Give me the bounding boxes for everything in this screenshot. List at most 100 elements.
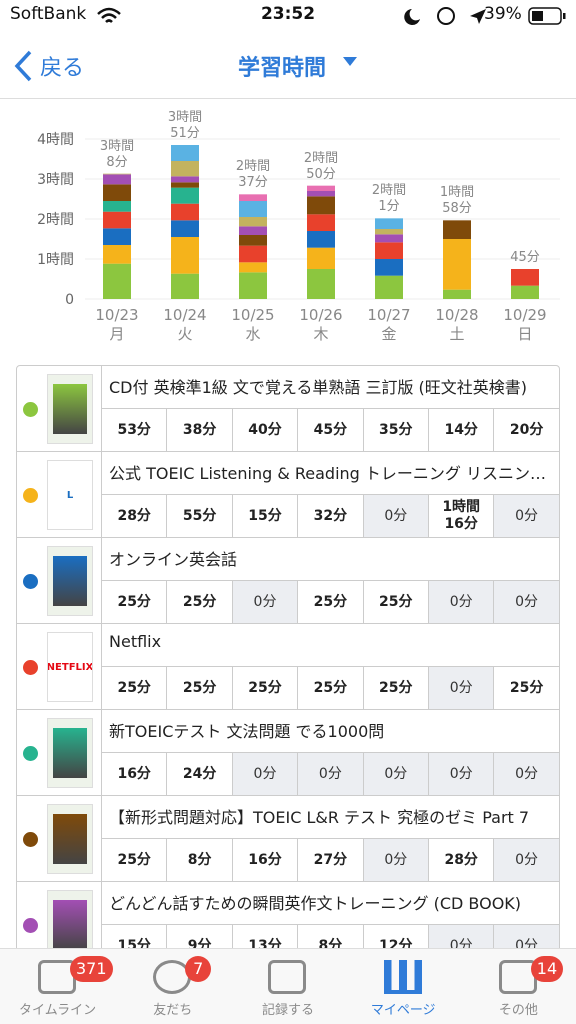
minutes-cell: 0分 bbox=[231, 580, 298, 623]
bar-segment bbox=[239, 194, 267, 201]
minutes-cell: 25分 bbox=[231, 666, 298, 709]
total-label: 45分 bbox=[510, 250, 540, 265]
bar-segment bbox=[103, 245, 131, 264]
color-dot bbox=[23, 918, 38, 933]
minutes-cell: 15分 bbox=[231, 494, 298, 537]
material-row[interactable]: NETFLIX Netflix 25分 25分 25分 25分 25分 0分 25分 bbox=[17, 624, 559, 710]
minutes-cell: 38分 bbox=[166, 408, 232, 451]
bar-segment bbox=[239, 217, 267, 227]
minutes-cell: 0分 bbox=[362, 494, 428, 537]
tab-label: 友だち bbox=[153, 1003, 193, 1018]
minutes-cell: 0分 bbox=[493, 580, 559, 623]
clock: 23:52 bbox=[260, 4, 316, 24]
minutes-cell: 0分 bbox=[297, 752, 363, 795]
bar-segment bbox=[307, 247, 335, 269]
bar-segment bbox=[375, 229, 403, 235]
minutes-cell: 0分 bbox=[428, 580, 494, 623]
materials-table: CD付 英検準1級 文で覚える単熟語 三訂版 (旺文社英検書) 53分 38分 40分… bbox=[16, 365, 560, 968]
minutes-cell: 25分 bbox=[166, 580, 232, 623]
material-title: 【新形式問題対応】TOEIC L&R テスト 究極のゼミ Part 7 bbox=[109, 808, 530, 827]
bar-segment bbox=[103, 173, 131, 175]
material-row[interactable]: 【新形式問題対応】TOEIC L&R テスト 究極のゼミ Part 7 25分 8分… bbox=[17, 796, 559, 882]
bar-segment bbox=[171, 182, 199, 188]
minutes-cell: 25分 bbox=[101, 666, 167, 709]
bar-segment bbox=[171, 220, 199, 237]
bar-segment bbox=[103, 211, 131, 229]
thumbnail-art bbox=[53, 384, 87, 434]
bar-segment bbox=[103, 228, 131, 245]
tab[interactable]: 記録する bbox=[230, 948, 345, 1024]
y-tick-label: 3時間 bbox=[37, 172, 74, 188]
bar-segment bbox=[103, 263, 131, 299]
bar-segment bbox=[171, 145, 199, 161]
color-dot bbox=[23, 488, 38, 503]
bar-segment bbox=[511, 285, 539, 299]
back-button[interactable]: 戻る bbox=[40, 56, 85, 81]
tab-icon bbox=[268, 960, 307, 994]
tab[interactable]: マイページ bbox=[346, 948, 461, 1024]
bar-segment bbox=[307, 196, 335, 215]
y-tick-label: 4時間 bbox=[37, 132, 74, 148]
thumbnail-art bbox=[53, 900, 87, 950]
minutes-cell: 28分 bbox=[428, 838, 494, 881]
x-tick-label: 10/28 bbox=[435, 306, 478, 324]
x-tick-label: 10/25 bbox=[231, 306, 274, 324]
material-title: 新TOEICテスト 文法問題 でる1000問 bbox=[109, 722, 385, 741]
tab[interactable]: 友だち 7 bbox=[115, 948, 230, 1024]
bar-segment bbox=[103, 201, 131, 212]
material-row[interactable]: オンライン英会話 25分 25分 0分 25分 25分 0分 0分 bbox=[17, 538, 559, 624]
bar-segment bbox=[307, 185, 335, 191]
total-label: 2時間 50分 bbox=[303, 150, 339, 182]
bar-segment bbox=[307, 231, 335, 248]
material-title: CD付 英検準1級 文で覚える単熟語 三訂版 (旺文社英検書) bbox=[109, 378, 528, 397]
bar-segment bbox=[103, 174, 131, 185]
minutes-cell: 0分 bbox=[362, 752, 428, 795]
tab-label: タイムライン bbox=[19, 1003, 97, 1018]
material-row[interactable]: CD付 英検準1級 文で覚える単熟語 三訂版 (旺文社英検書) 53分 38分 40分… bbox=[17, 366, 559, 452]
bar-segment bbox=[171, 187, 199, 204]
material-title: どんどん話すための瞬間英作文トレーニング (CD BOOK) bbox=[109, 894, 522, 913]
dropdown-caret[interactable] bbox=[342, 56, 358, 68]
icon-column bbox=[17, 710, 102, 795]
minutes-cell: 25分 bbox=[101, 580, 167, 623]
bar-segment bbox=[375, 242, 403, 259]
minutes-cell: 25分 bbox=[297, 666, 363, 709]
bar-segment bbox=[375, 275, 403, 299]
tab[interactable]: その他 14 bbox=[461, 948, 576, 1024]
carrier: SoftBank bbox=[10, 4, 87, 24]
minutes-cell: 25分 bbox=[166, 666, 232, 709]
minutes-cell: 16分 bbox=[101, 752, 167, 795]
x-tick-label: 10/29 bbox=[503, 306, 546, 324]
bar-segment bbox=[375, 259, 403, 276]
color-dot bbox=[23, 746, 38, 761]
bar-segment bbox=[171, 203, 199, 221]
y-tick-label: 1時間 bbox=[37, 252, 74, 268]
minutes-cell: 25分 bbox=[297, 580, 363, 623]
weekday-label: 日 bbox=[517, 325, 532, 343]
material-row[interactable]: L 公式 TOEIC Listening & Reading トレーニング リスニ… bbox=[17, 452, 559, 538]
y-tick-label: 0 bbox=[65, 292, 74, 308]
back-chevron[interactable] bbox=[12, 50, 36, 82]
icon-column bbox=[17, 796, 102, 881]
minutes-cell: 25分 bbox=[493, 666, 559, 709]
nav-title[interactable]: 学習時間 bbox=[238, 56, 327, 81]
bar-segment bbox=[103, 184, 131, 201]
bar-segment bbox=[307, 191, 335, 197]
bar-segment bbox=[375, 218, 403, 229]
minutes-cell: 25分 bbox=[362, 580, 428, 623]
weekday-label: 木 bbox=[313, 325, 328, 343]
icon-column bbox=[17, 538, 102, 623]
y-tick-label: 2時間 bbox=[37, 212, 74, 228]
tab[interactable]: タイムライン 371 bbox=[0, 948, 115, 1024]
color-dot bbox=[23, 574, 38, 589]
material-row[interactable]: 新TOEICテスト 文法問題 でる1000問 16分 24分 0分 0分 0分 0分 0分 bbox=[17, 710, 559, 796]
tab-badge: 371 bbox=[70, 956, 113, 982]
battery-level: 39% bbox=[484, 4, 522, 24]
minutes-cell: 0分 bbox=[231, 752, 298, 795]
icon-column bbox=[17, 366, 102, 451]
color-dot bbox=[23, 832, 38, 847]
minutes-cell: 0分 bbox=[428, 752, 494, 795]
total-label: 2時間 37分 bbox=[235, 159, 271, 191]
minutes-cell: 0分 bbox=[493, 494, 559, 537]
